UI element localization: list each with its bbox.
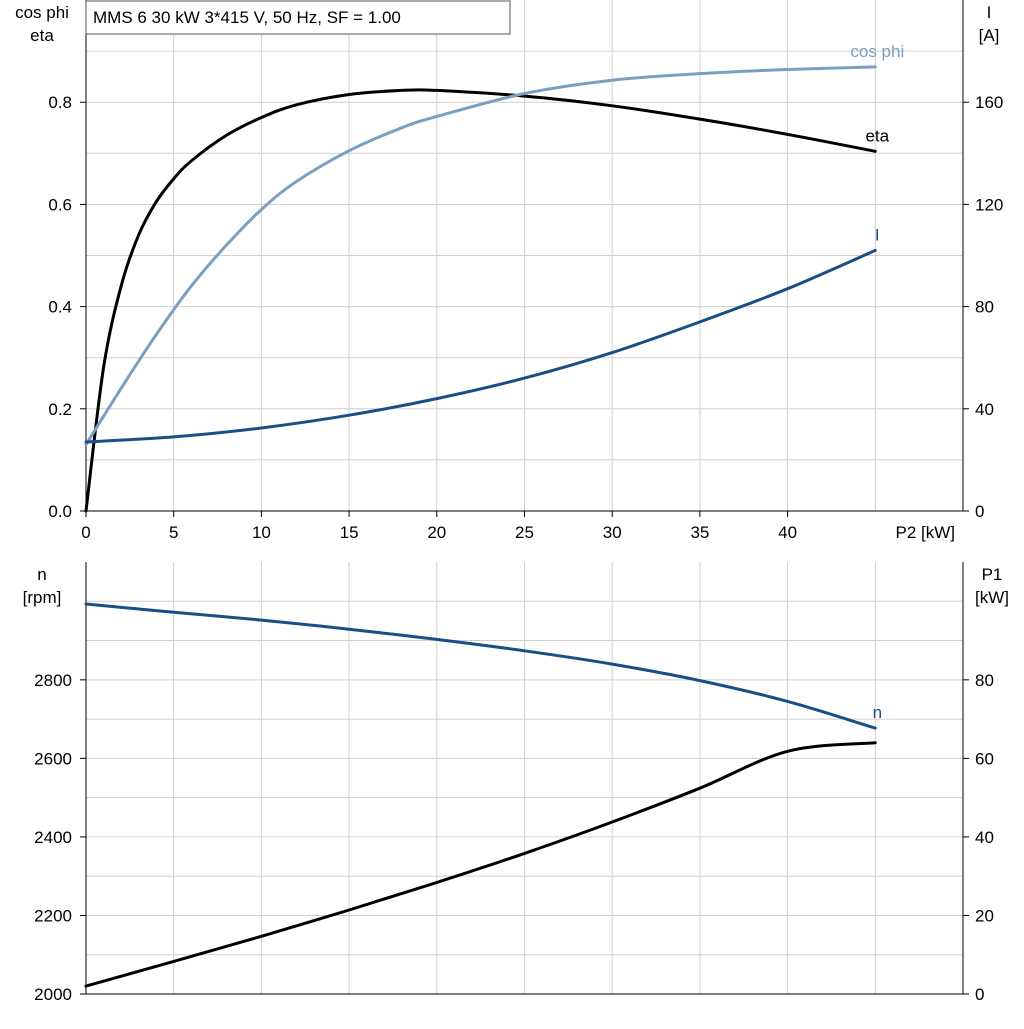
left-tick-label: 0.0 [48, 502, 72, 521]
right-tick-label: 40 [975, 400, 994, 419]
left-tick-label: 0.2 [48, 400, 72, 419]
x-tick-label: 30 [603, 523, 622, 542]
bottom-grid [85, 562, 964, 995]
tick-labels: 0.0 0.2 0.4 0.6 0.8 0 40 80 120 160 0 5 10 15 20 25 30 35… [34, 93, 1003, 1004]
bottom-right-axis-label-2: [kW] [975, 588, 1009, 607]
left-tick-label: 0.6 [48, 195, 72, 214]
series-eta-line [84, 88, 877, 513]
right-tick-label: 20 [975, 906, 994, 925]
bottom-left-axis-label-2: [rpm] [23, 588, 62, 607]
left-tick-label: 2600 [34, 749, 72, 768]
top-grid [85, 0, 964, 512]
series-eta-label: eta [865, 126, 889, 145]
series-n-label: n [873, 703, 882, 722]
top-right-axis-label-1: I [987, 3, 992, 22]
left-tick-label: 0.8 [48, 93, 72, 112]
right-tick-label: 0 [975, 502, 984, 521]
bottom-right-axis-label-1: P1 [982, 565, 1003, 584]
x-tick-label: 20 [427, 523, 446, 542]
x-tick-label: 35 [690, 523, 709, 542]
title-box [85, 0, 511, 35]
x-tick-label: 40 [778, 523, 797, 542]
right-tick-label: 60 [975, 749, 994, 768]
x-axis-label: P2 [kW] [895, 523, 955, 542]
series-n-line [84, 602, 877, 730]
bottom-left-axis-label-1: n [37, 565, 46, 584]
series-p1-line [84, 741, 877, 988]
series-i-label: I [875, 225, 880, 244]
x-tick-label: 25 [515, 523, 534, 542]
right-tick-label: 80 [975, 298, 994, 317]
right-tick-label: 160 [975, 93, 1003, 112]
x-tick-label: 5 [169, 523, 178, 542]
series-i-line [84, 248, 877, 444]
top-left-axis-label-1: cos phi [15, 3, 69, 22]
x-tick-label: 15 [340, 523, 359, 542]
left-tick-label: 2000 [34, 985, 72, 1004]
right-tick-label: 40 [975, 828, 994, 847]
series-cos-phi-label: cos phi [850, 42, 904, 61]
x-tick-label: 10 [252, 523, 271, 542]
top-right-axis-label-2: [A] [979, 26, 1000, 45]
series-cos-phi-line [84, 65, 877, 447]
left-tick-label: 2400 [34, 828, 72, 847]
top-left-axis-label-2: eta [30, 26, 54, 45]
left-tick-label: 2800 [34, 671, 72, 690]
right-tick-label: 120 [975, 195, 1003, 214]
left-tick-label: 2200 [34, 906, 72, 925]
right-tick-label: 80 [975, 671, 994, 690]
left-tick-label: 0.4 [48, 298, 72, 317]
right-tick-label: 0 [975, 985, 984, 1004]
chart-title: MMS 6 30 kW 3*415 V, 50 Hz, SF = 1.00 [93, 8, 401, 27]
x-tick-label: 0 [81, 523, 90, 542]
curves: eta cos phi In [84, 42, 904, 988]
